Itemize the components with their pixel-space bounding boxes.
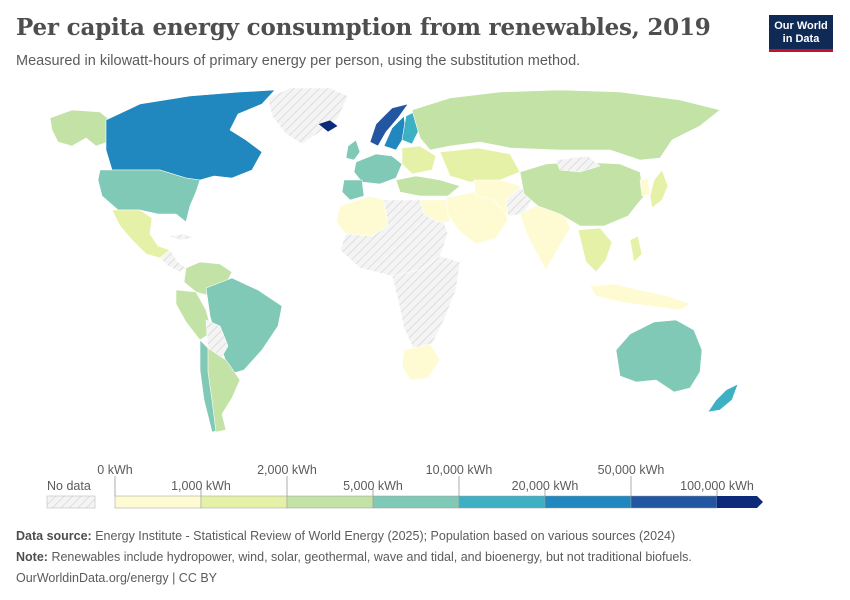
region-argentina[interactable] bbox=[207, 347, 241, 433]
chart-subtitle: Measured in kilowatt-hours of primary en… bbox=[16, 53, 581, 69]
logo-line-2: in Data bbox=[782, 32, 820, 45]
region-western-europe[interactable] bbox=[353, 153, 403, 185]
legend-no-data-swatch[interactable] bbox=[46, 495, 96, 509]
owid-logo[interactable]: Our World in Data bbox=[769, 15, 833, 52]
region-south-africa[interactable] bbox=[401, 343, 441, 381]
region-peru-ecuador[interactable] bbox=[175, 289, 213, 341]
legend-swatch-5[interactable] bbox=[544, 495, 632, 509]
region-russia[interactable] bbox=[411, 89, 721, 161]
region-iceland[interactable] bbox=[317, 119, 339, 133]
region-indonesia[interactable] bbox=[589, 283, 691, 311]
region-canada[interactable] bbox=[105, 89, 276, 181]
legend-swatch-0[interactable] bbox=[114, 495, 202, 509]
legend-swatch-4[interactable] bbox=[458, 495, 546, 509]
footer-url[interactable]: OurWorldinData.org/energy | CC BY bbox=[16, 571, 218, 585]
region-usa[interactable] bbox=[97, 169, 201, 223]
legend-label-2: 2,000 kWh bbox=[257, 463, 317, 477]
chart-title: Per capita energy consumption from renew… bbox=[16, 14, 711, 41]
world-map bbox=[49, 87, 739, 433]
legend-swatch-3[interactable] bbox=[372, 495, 460, 509]
footer-source: Data source: Energy Institute - Statisti… bbox=[16, 529, 675, 543]
footer-note: Note: Renewables include hydropower, win… bbox=[16, 550, 692, 564]
footer-source-text: Energy Institute - Statistical Review of… bbox=[95, 529, 676, 543]
footer-note-label: Note: bbox=[16, 550, 48, 564]
legend-label-1: 1,000 kWh bbox=[171, 479, 231, 493]
legend-color-scale: 0 kWh 1,000 kWh 2,000 kWh 5,000 kWh 10,000 k… bbox=[97, 463, 763, 509]
legend-swatch-2[interactable] bbox=[286, 495, 374, 509]
region-korea[interactable] bbox=[639, 177, 651, 197]
legend-label-0: 0 kWh bbox=[97, 463, 132, 477]
legend-swatch-6[interactable] bbox=[630, 495, 718, 509]
region-central-africa[interactable] bbox=[391, 255, 461, 351]
region-australia[interactable] bbox=[615, 319, 703, 393]
region-japan[interactable] bbox=[649, 169, 669, 209]
legend-label-5: 20,000 kWh bbox=[512, 479, 579, 493]
legend-label-7: 100,000 kWh bbox=[680, 479, 754, 493]
legend-label-6: 50,000 kWh bbox=[598, 463, 665, 477]
legend-swatch-max-arrow[interactable] bbox=[717, 496, 763, 508]
region-balkans-turkey[interactable] bbox=[395, 175, 461, 197]
map-legend: No data 0 kWh 1,000 kWh 2,000 kWh 5,000 kWh… bbox=[46, 463, 763, 509]
region-uk[interactable] bbox=[345, 139, 361, 161]
region-alaska[interactable] bbox=[49, 109, 111, 147]
footer-note-text: Renewables include hydropower, wind, sol… bbox=[51, 550, 692, 564]
region-eastern-europe[interactable] bbox=[401, 145, 437, 175]
region-norway[interactable] bbox=[369, 103, 409, 147]
legend-swatch-1[interactable] bbox=[200, 495, 288, 509]
region-mexico[interactable] bbox=[111, 209, 171, 259]
footer-source-label: Data source: bbox=[16, 529, 92, 543]
legend-no-data-label: No data bbox=[47, 479, 91, 493]
region-kazakhstan[interactable] bbox=[439, 147, 521, 183]
region-north-africa[interactable] bbox=[335, 195, 389, 237]
region-mongolia[interactable] bbox=[555, 155, 601, 173]
region-new-zealand[interactable] bbox=[707, 383, 739, 413]
legend-label-3: 5,000 kWh bbox=[343, 479, 403, 493]
logo-line-1: Our World bbox=[774, 20, 828, 32]
region-egypt[interactable] bbox=[419, 199, 451, 223]
region-greenland[interactable] bbox=[267, 87, 349, 145]
region-philippines[interactable] bbox=[629, 235, 643, 263]
region-southeast-asia[interactable] bbox=[577, 227, 613, 273]
region-cuba[interactable] bbox=[167, 233, 195, 241]
legend-label-4: 10,000 kWh bbox=[426, 463, 493, 477]
region-iberia[interactable] bbox=[341, 179, 365, 201]
